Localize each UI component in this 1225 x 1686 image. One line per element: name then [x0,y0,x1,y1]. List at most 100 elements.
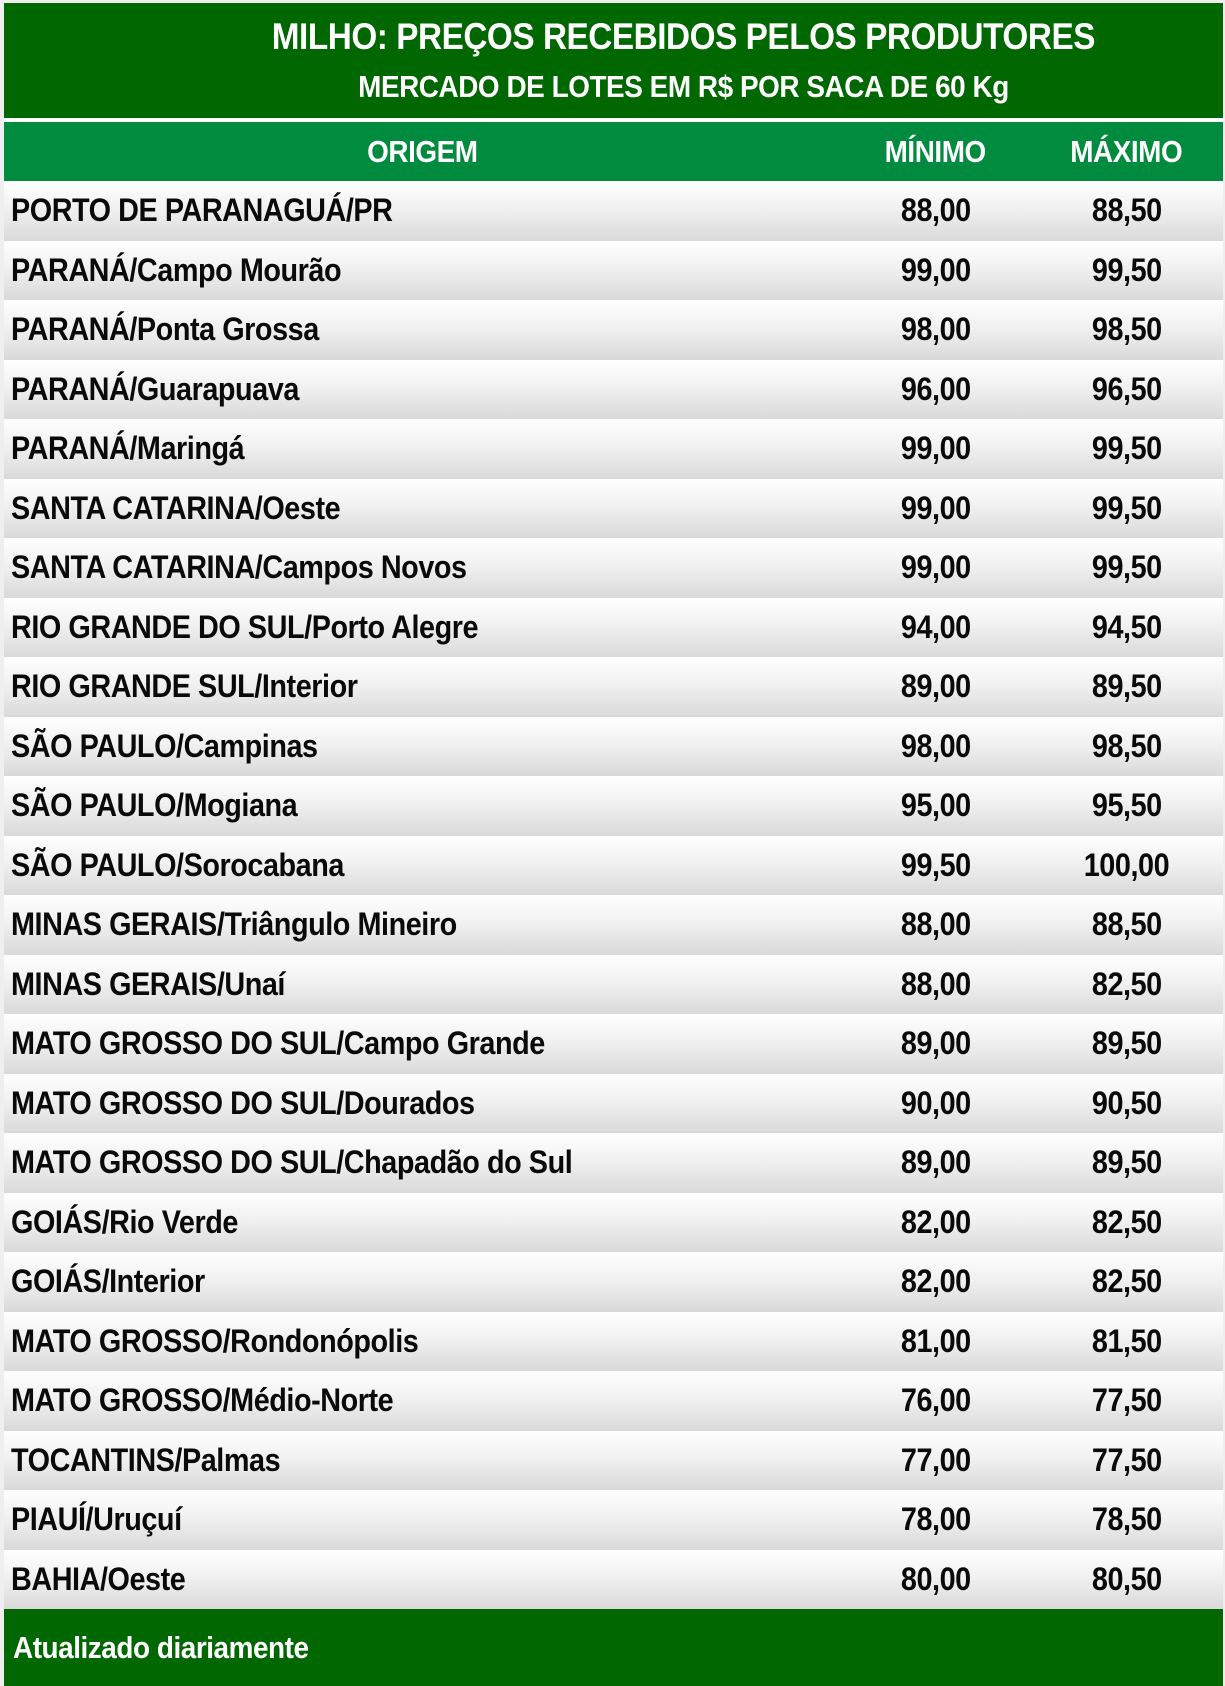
table-row: TOCANTINS/Palmas 77,00 77,50 [4,1430,1223,1490]
min-cell: 90,00 [900,1084,971,1121]
update-note: Atualizado diariamente [13,1629,309,1665]
price-table: MILHO: PREÇOS RECEBIDOS PELOS PRODUTORES… [4,3,1223,1686]
footer-band: Atualizado diariamente [4,1609,1223,1686]
table-row: MATO GROSSO DO SUL/Campo Grande 89,00 89… [4,1014,1223,1074]
max-cell: 89,50 [1091,1144,1162,1181]
table-row: PARANÁ/Campo Mourão 99,00 99,50 [4,240,1223,300]
origin-cell: SÃO PAULO/Mogiana [11,787,298,824]
min-cell: 88,00 [900,965,971,1002]
origin-cell: MATO GROSSO/Médio-Norte [11,1382,394,1419]
origin-cell: PARANÁ/Ponta Grossa [11,311,319,348]
origin-cell: MATO GROSSO DO SUL/Chapadão do Sul [11,1144,573,1181]
max-cell: 98,50 [1091,727,1162,764]
table-row: MATO GROSSO/Médio-Norte 76,00 77,50 [4,1371,1223,1431]
min-cell: 94,00 [900,608,971,645]
table-row: RIO GRANDE SUL/Interior 89,00 89,50 [4,657,1223,717]
origin-cell: GOIÁS/Rio Verde [11,1203,238,1240]
table-row: MINAS GERAIS/Unaí 88,00 82,50 [4,954,1223,1014]
origin-cell: SÃO PAULO/Campinas [11,727,318,764]
origin-cell: RIO GRANDE DO SUL/Porto Alegre [11,608,479,645]
max-cell: 98,50 [1091,311,1162,348]
origin-cell: TOCANTINS/Palmas [11,1441,281,1478]
origin-cell: MINAS GERAIS/Triângulo Mineiro [11,906,457,943]
table-row: PARANÁ/Guarapuava 96,00 96,50 [4,359,1223,419]
table-row: PIAUÍ/Uruçuí 78,00 78,50 [4,1490,1223,1550]
min-cell: 99,00 [900,549,971,586]
column-header-minimo: MÍNIMO [884,133,987,169]
table-row: SANTA CATARINA/Oeste 99,00 99,50 [4,478,1223,538]
max-cell: 80,50 [1091,1560,1162,1597]
min-cell: 99,00 [900,430,971,467]
min-cell: 89,00 [900,1025,971,1062]
min-cell: 82,00 [900,1203,971,1240]
max-cell: 99,50 [1091,489,1162,526]
min-cell: 80,00 [900,1560,971,1597]
origin-cell: RIO GRANDE SUL/Interior [11,668,358,705]
min-cell: 99,50 [900,846,971,883]
min-cell: 95,00 [900,787,971,824]
origin-cell: PORTO DE PARANAGUÁ/PR [11,192,393,229]
table-body: PORTO DE PARANAGUÁ/PR 88,00 88,50 PARANÁ… [4,181,1223,1609]
table-row: PORTO DE PARANAGUÁ/PR 88,00 88,50 [4,181,1223,241]
max-cell: 99,50 [1091,549,1162,586]
max-cell: 82,50 [1091,965,1162,1002]
min-cell: 89,00 [900,668,971,705]
max-cell: 88,50 [1091,906,1162,943]
min-cell: 88,00 [900,906,971,943]
origin-cell: PARANÁ/Guarapuava [11,370,299,407]
origin-cell: GOIÁS/Interior [11,1263,205,1300]
table-row: MATO GROSSO/Rondonópolis 81,00 81,50 [4,1311,1223,1371]
column-header-origem: ORIGEM [366,133,478,169]
origin-cell: BAHIA/Oeste [11,1560,186,1597]
table-row: MINAS GERAIS/Triângulo Mineiro 88,00 88,… [4,895,1223,955]
origin-cell: MATO GROSSO/Rondonópolis [11,1322,419,1359]
max-cell: 100,00 [1083,846,1170,883]
header-divider [4,118,1223,122]
min-cell: 77,00 [900,1441,971,1478]
max-cell: 94,50 [1091,608,1162,645]
max-cell: 95,50 [1091,787,1162,824]
min-cell: 76,00 [900,1382,971,1419]
min-cell: 78,00 [900,1501,971,1538]
max-cell: 89,50 [1091,1025,1162,1062]
table-row: MATO GROSSO DO SUL/Chapadão do Sul 89,00… [4,1133,1223,1193]
table-row: GOIÁS/Interior 82,00 82,50 [4,1252,1223,1312]
table-row: PARANÁ/Maringá 99,00 99,50 [4,419,1223,479]
min-cell: 98,00 [900,311,971,348]
min-cell: 82,00 [900,1263,971,1300]
origin-cell: SANTA CATARINA/Oeste [11,489,341,526]
min-cell: 98,00 [900,727,971,764]
origin-cell: SANTA CATARINA/Campos Novos [11,549,467,586]
origin-cell: MATO GROSSO DO SUL/Dourados [11,1084,475,1121]
min-cell: 81,00 [900,1322,971,1359]
table-row: RIO GRANDE DO SUL/Porto Alegre 94,00 94,… [4,597,1223,657]
origin-cell: PARANÁ/Campo Mourão [11,251,342,288]
max-cell: 90,50 [1091,1084,1162,1121]
table-row: SÃO PAULO/Sorocabana 99,50 100,00 [4,835,1223,895]
title-band: MILHO: PREÇOS RECEBIDOS PELOS PRODUTORES… [4,3,1223,118]
min-cell: 99,00 [900,489,971,526]
table-row: SÃO PAULO/Campinas 98,00 98,50 [4,716,1223,776]
column-header-maximo: MÁXIMO [1070,133,1183,169]
page-title: MILHO: PREÇOS RECEBIDOS PELOS PRODUTORES [271,16,1096,58]
column-header-row: ORIGEM MÍNIMO MÁXIMO [4,122,1223,181]
min-cell: 88,00 [900,192,971,229]
max-cell: 96,50 [1091,370,1162,407]
max-cell: 99,50 [1091,430,1162,467]
origin-cell: MATO GROSSO DO SUL/Campo Grande [11,1025,545,1062]
max-cell: 77,50 [1091,1382,1162,1419]
max-cell: 88,50 [1091,192,1162,229]
min-cell: 96,00 [900,370,971,407]
table-row: MATO GROSSO DO SUL/Dourados 90,00 90,50 [4,1073,1223,1133]
min-cell: 89,00 [900,1144,971,1181]
max-cell: 99,50 [1091,251,1162,288]
table-row: BAHIA/Oeste 80,00 80,50 [4,1549,1223,1609]
table-row: SÃO PAULO/Mogiana 95,00 95,50 [4,776,1223,836]
max-cell: 82,50 [1091,1263,1162,1300]
max-cell: 89,50 [1091,668,1162,705]
table-row: SANTA CATARINA/Campos Novos 99,00 99,50 [4,538,1223,598]
max-cell: 82,50 [1091,1203,1162,1240]
origin-cell: SÃO PAULO/Sorocabana [11,846,344,883]
max-cell: 81,50 [1091,1322,1162,1359]
